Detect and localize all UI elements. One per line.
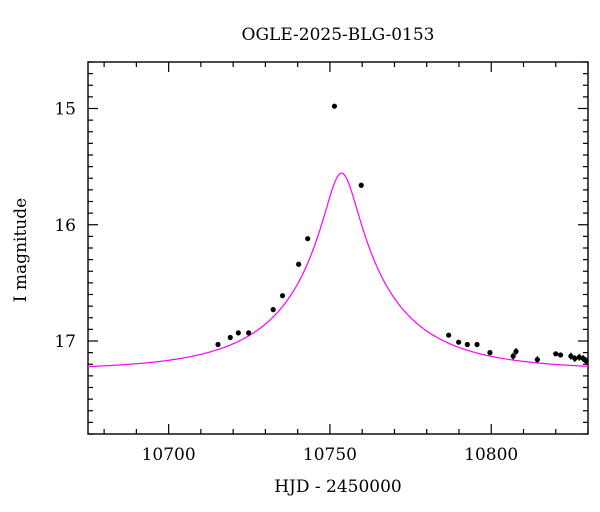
model-curve (87, 172, 589, 368)
data-point (446, 332, 452, 338)
point-marker (456, 339, 462, 345)
data-point (215, 341, 221, 348)
data-point (534, 356, 540, 364)
data-point (510, 352, 516, 360)
point-marker (553, 351, 559, 357)
data-point (572, 354, 578, 362)
data-point (553, 351, 559, 357)
point-marker (534, 357, 540, 363)
point-marker (446, 332, 452, 338)
data-point (487, 350, 493, 356)
point-marker (279, 293, 286, 299)
x-tick-labels: 10700 10750 10800 (142, 445, 519, 465)
data-point (568, 352, 574, 360)
data-point (456, 339, 462, 345)
y-tick-label: 16 (54, 216, 76, 236)
x-tick-label: 10700 (142, 445, 196, 465)
point-marker (474, 341, 480, 348)
point-marker (464, 341, 470, 348)
y-tick-label: 15 (54, 100, 76, 120)
point-marker (510, 353, 516, 359)
point-marker (270, 307, 276, 313)
data-point (270, 307, 276, 313)
point-marker (227, 334, 233, 341)
point-marker (235, 330, 241, 336)
point-marker (487, 350, 493, 356)
data-point (557, 352, 564, 358)
plot-area: 10700 10750 10800 15 16 17 (54, 61, 589, 465)
point-marker (568, 353, 574, 359)
point-marker (358, 182, 364, 188)
data-point (331, 103, 338, 109)
point-marker (215, 341, 221, 348)
x-axis-label: HJD - 2450000 (274, 477, 402, 497)
data-point (235, 330, 241, 336)
data-point (246, 330, 252, 336)
point-marker (296, 261, 302, 267)
data-point (513, 347, 519, 355)
data-point (358, 182, 364, 188)
y-tick-labels: 15 16 17 (54, 100, 76, 353)
chart-title: OGLE-2025-BLG-0153 (242, 25, 435, 45)
point-marker (331, 103, 338, 109)
x-tick-label: 10800 (464, 445, 518, 465)
point-marker (246, 330, 252, 336)
data-point (474, 341, 480, 348)
data-point (227, 334, 233, 341)
point-marker (557, 352, 564, 358)
point-marker (513, 348, 519, 355)
data-point (305, 236, 311, 242)
x-tick-label: 10750 (303, 445, 357, 465)
point-marker (305, 236, 311, 242)
data-point (296, 261, 302, 267)
y-axis-label: I magnitude (11, 198, 31, 302)
plot-frame (87, 61, 589, 435)
point-marker (583, 358, 589, 364)
data-points (215, 103, 589, 365)
point-marker (572, 355, 578, 362)
data-point (464, 341, 470, 348)
major-ticks (88, 62, 588, 434)
minor-ticks (88, 61, 589, 435)
data-point (279, 293, 286, 299)
data-point (583, 357, 589, 365)
y-tick-label: 17 (54, 332, 76, 352)
